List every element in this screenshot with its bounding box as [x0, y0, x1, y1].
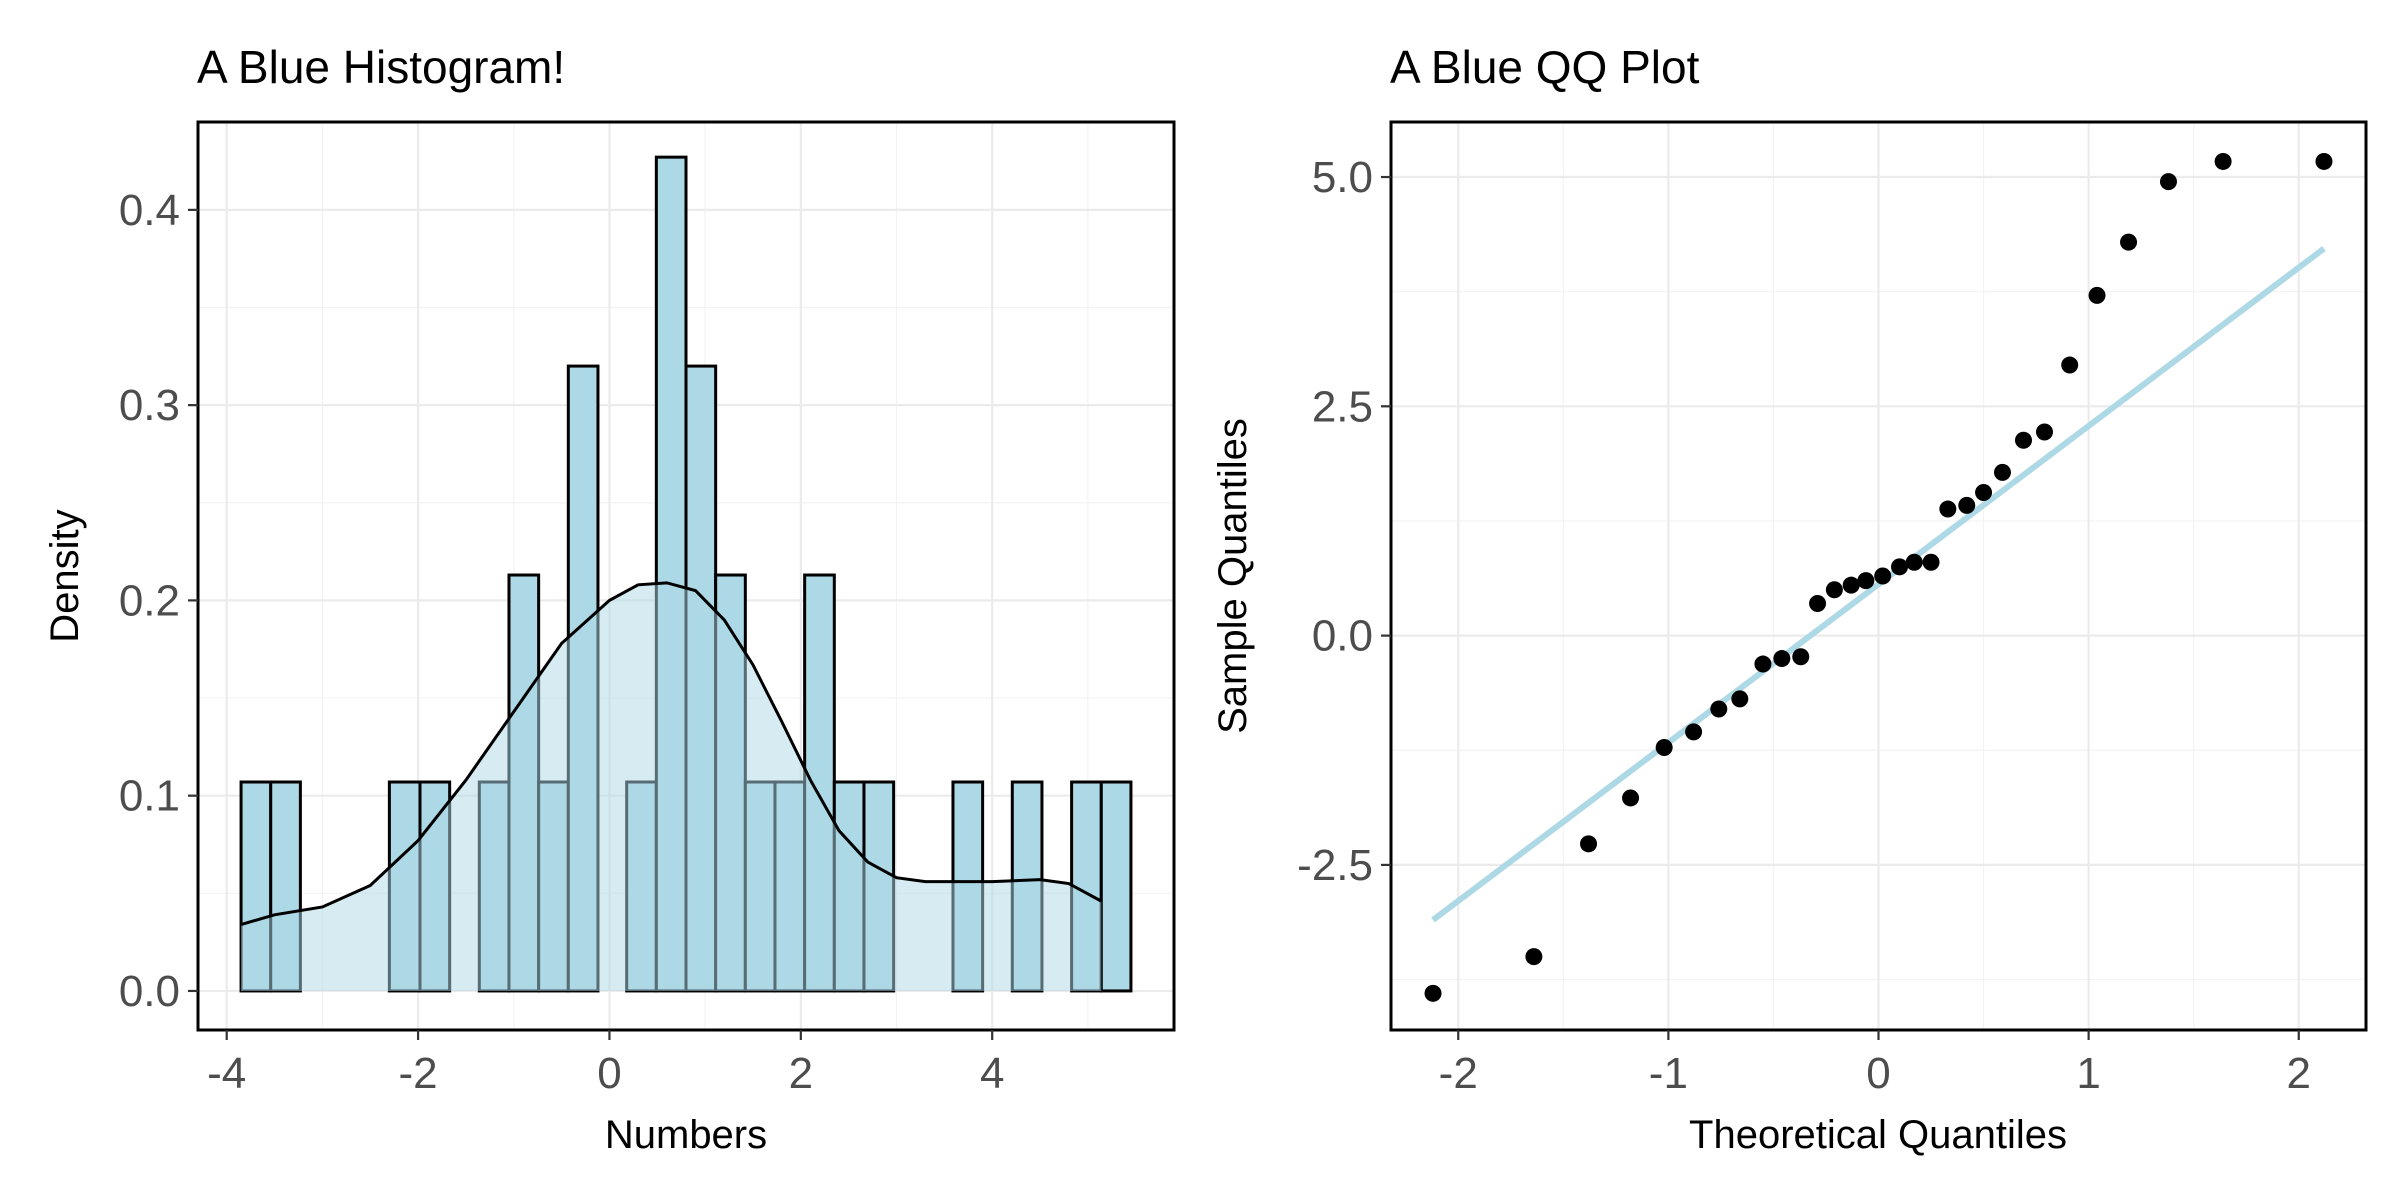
qq-point	[2061, 356, 2079, 374]
qq-point	[1825, 581, 1843, 599]
qq-point	[1792, 648, 1810, 666]
qq-point	[2315, 152, 2333, 170]
x-tick-label: 1	[2076, 1049, 2100, 1098]
qq-point	[1580, 835, 1598, 853]
y-tick-label: 0.0	[119, 967, 180, 1016]
qq-point	[1975, 484, 1993, 502]
x-tick-label: 2	[789, 1049, 813, 1098]
qq-point	[1710, 700, 1728, 718]
qq-point	[2036, 423, 2054, 441]
density-curve-group	[240, 581, 1102, 991]
histogram-panel: A Blue Histogram! -4 -2 0 2 4 0.00.10.20.30.…	[43, 41, 1176, 1157]
histogram-x-axis-title: Numbers	[605, 1113, 767, 1157]
y-tick-label: 0.3	[119, 381, 180, 430]
qq-point	[2088, 286, 2106, 304]
histogram-x-axis: -4 -2 0 2 4	[207, 1030, 1004, 1098]
qq-point	[1993, 463, 2011, 481]
qq-point	[2214, 152, 2232, 170]
qq-point	[2014, 431, 2032, 449]
qq-point	[1891, 558, 1909, 576]
qq-plot-title: A Blue QQ Plot	[1390, 41, 1700, 93]
histogram-y-axis: 0.0 0.1 0.2 0.3 0.4	[119, 186, 198, 1016]
qq-plot-y-axis: -2.5 0.0 2.5 5.0	[1297, 153, 1391, 890]
histogram-bar	[1099, 780, 1133, 993]
histogram-title: A Blue Histogram!	[197, 41, 565, 93]
qq-point	[1809, 595, 1827, 613]
x-tick-label: -2	[1439, 1049, 1478, 1098]
qq-point	[1685, 723, 1703, 741]
y-tick-label: 2.5	[1312, 382, 1373, 431]
x-tick-label: 2	[2287, 1049, 2311, 1098]
qq-plot-y-axis-title: Sample Quantiles	[1211, 418, 1255, 734]
qq-point	[1773, 650, 1791, 668]
x-tick-label: 0	[1866, 1049, 1890, 1098]
y-tick-label: 0.4	[119, 186, 180, 235]
qq-point	[2159, 173, 2177, 191]
qq-points	[1424, 152, 2333, 1002]
x-tick-label: 4	[980, 1049, 1004, 1098]
qq-point	[2120, 233, 2138, 251]
y-tick-label: 0.1	[119, 772, 180, 821]
x-tick-label: -1	[1649, 1049, 1688, 1098]
qq-point	[1754, 655, 1772, 673]
density-area	[241, 582, 1102, 991]
x-tick-label: 0	[597, 1049, 621, 1098]
histogram-panel-border	[196, 120, 1176, 1032]
x-tick-label: -4	[207, 1049, 246, 1098]
y-tick-label: 0.2	[119, 576, 180, 625]
qq-point	[1842, 576, 1860, 594]
qq-plot-panel: A Blue QQ Plot -2 -1 0 1 2 -2.5 0.0 2.5 5.0 The…	[1211, 41, 2368, 1157]
qq-point	[1731, 690, 1749, 708]
x-tick-label: -2	[399, 1049, 438, 1098]
y-tick-label: 5.0	[1312, 153, 1373, 202]
histogram-y-axis-title: Density	[43, 509, 87, 642]
y-tick-label: 0.0	[1312, 612, 1373, 661]
qq-reference-line-group	[1431, 246, 2326, 923]
qq-point	[1874, 567, 1892, 585]
qq-plot-x-axis: -2 -1 0 1 2	[1439, 1030, 2311, 1098]
qq-point	[1655, 739, 1673, 757]
qq-point	[1525, 948, 1543, 966]
qq-point	[1424, 984, 1442, 1002]
qq-reference-line	[1431, 246, 2326, 923]
qq-point	[1922, 553, 1940, 571]
y-tick-label: -2.5	[1297, 841, 1373, 890]
density-curve	[240, 581, 1102, 926]
qq-point	[1958, 496, 1976, 514]
qq-point	[1622, 789, 1640, 807]
qq-point	[1939, 500, 1957, 518]
qq-point	[1857, 572, 1875, 590]
qq-point	[1905, 553, 1923, 571]
qq-plot-x-axis-title: Theoretical Quantiles	[1689, 1113, 2067, 1157]
